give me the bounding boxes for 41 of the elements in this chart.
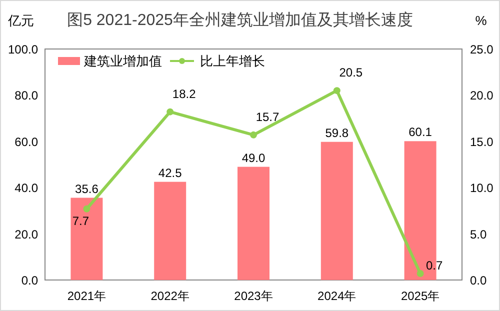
x-tick-label: 2022年	[150, 289, 190, 303]
x-tick-label: 2021年	[67, 289, 106, 303]
chart-title: 图5 2021-2025年全州建筑业增加值及其增长速度	[67, 11, 413, 29]
point	[250, 131, 257, 138]
point	[333, 87, 340, 94]
data-label: 35.6	[75, 182, 99, 196]
data-label: 18.2	[172, 86, 196, 101]
y-tick-label: 60.0	[14, 134, 38, 149]
data-label: 20.5	[339, 66, 363, 80]
bar	[70, 198, 103, 280]
bar	[154, 182, 186, 280]
legend-label: 建筑业增加值	[83, 54, 162, 68]
x-tick-label: 2023年	[234, 289, 273, 303]
bar	[320, 142, 353, 280]
y2-tick-label: 20.0	[470, 88, 494, 103]
data-label: 60.1	[408, 125, 432, 140]
data-label: 42.5	[158, 166, 182, 180]
y-tick-label: 20.0	[14, 227, 38, 242]
point	[166, 108, 174, 116]
x-tick-label: 2024年	[318, 289, 356, 303]
y-tick-label: 40.0	[14, 181, 38, 196]
y2-axis-title: %	[475, 13, 488, 28]
data-label: 15.7	[256, 110, 280, 124]
y-tick-label: 80.0	[14, 88, 38, 103]
y-tick-label: 100.0	[8, 42, 38, 56]
y2-tick-label: 10.0	[470, 181, 494, 196]
x-tick-label: 2025年	[400, 289, 440, 303]
point	[416, 270, 424, 278]
y-axis-title: 亿元	[7, 13, 34, 28]
data-label: 59.8	[325, 126, 349, 140]
data-label: 0.7	[426, 258, 443, 273]
bar	[238, 166, 270, 280]
data-label: 49.0	[242, 150, 266, 165]
y-tick-label: 0.0	[21, 274, 38, 288]
data-label: 7.7	[72, 214, 90, 228]
y2-tick-label: 15.0	[470, 134, 494, 149]
legend-label: 比上年增长	[200, 54, 265, 68]
y2-tick-label: 25.0	[470, 42, 494, 56]
y2-tick-label: 5.0	[470, 227, 488, 242]
point	[83, 205, 90, 212]
y2-tick-label: 0.0	[470, 274, 488, 288]
